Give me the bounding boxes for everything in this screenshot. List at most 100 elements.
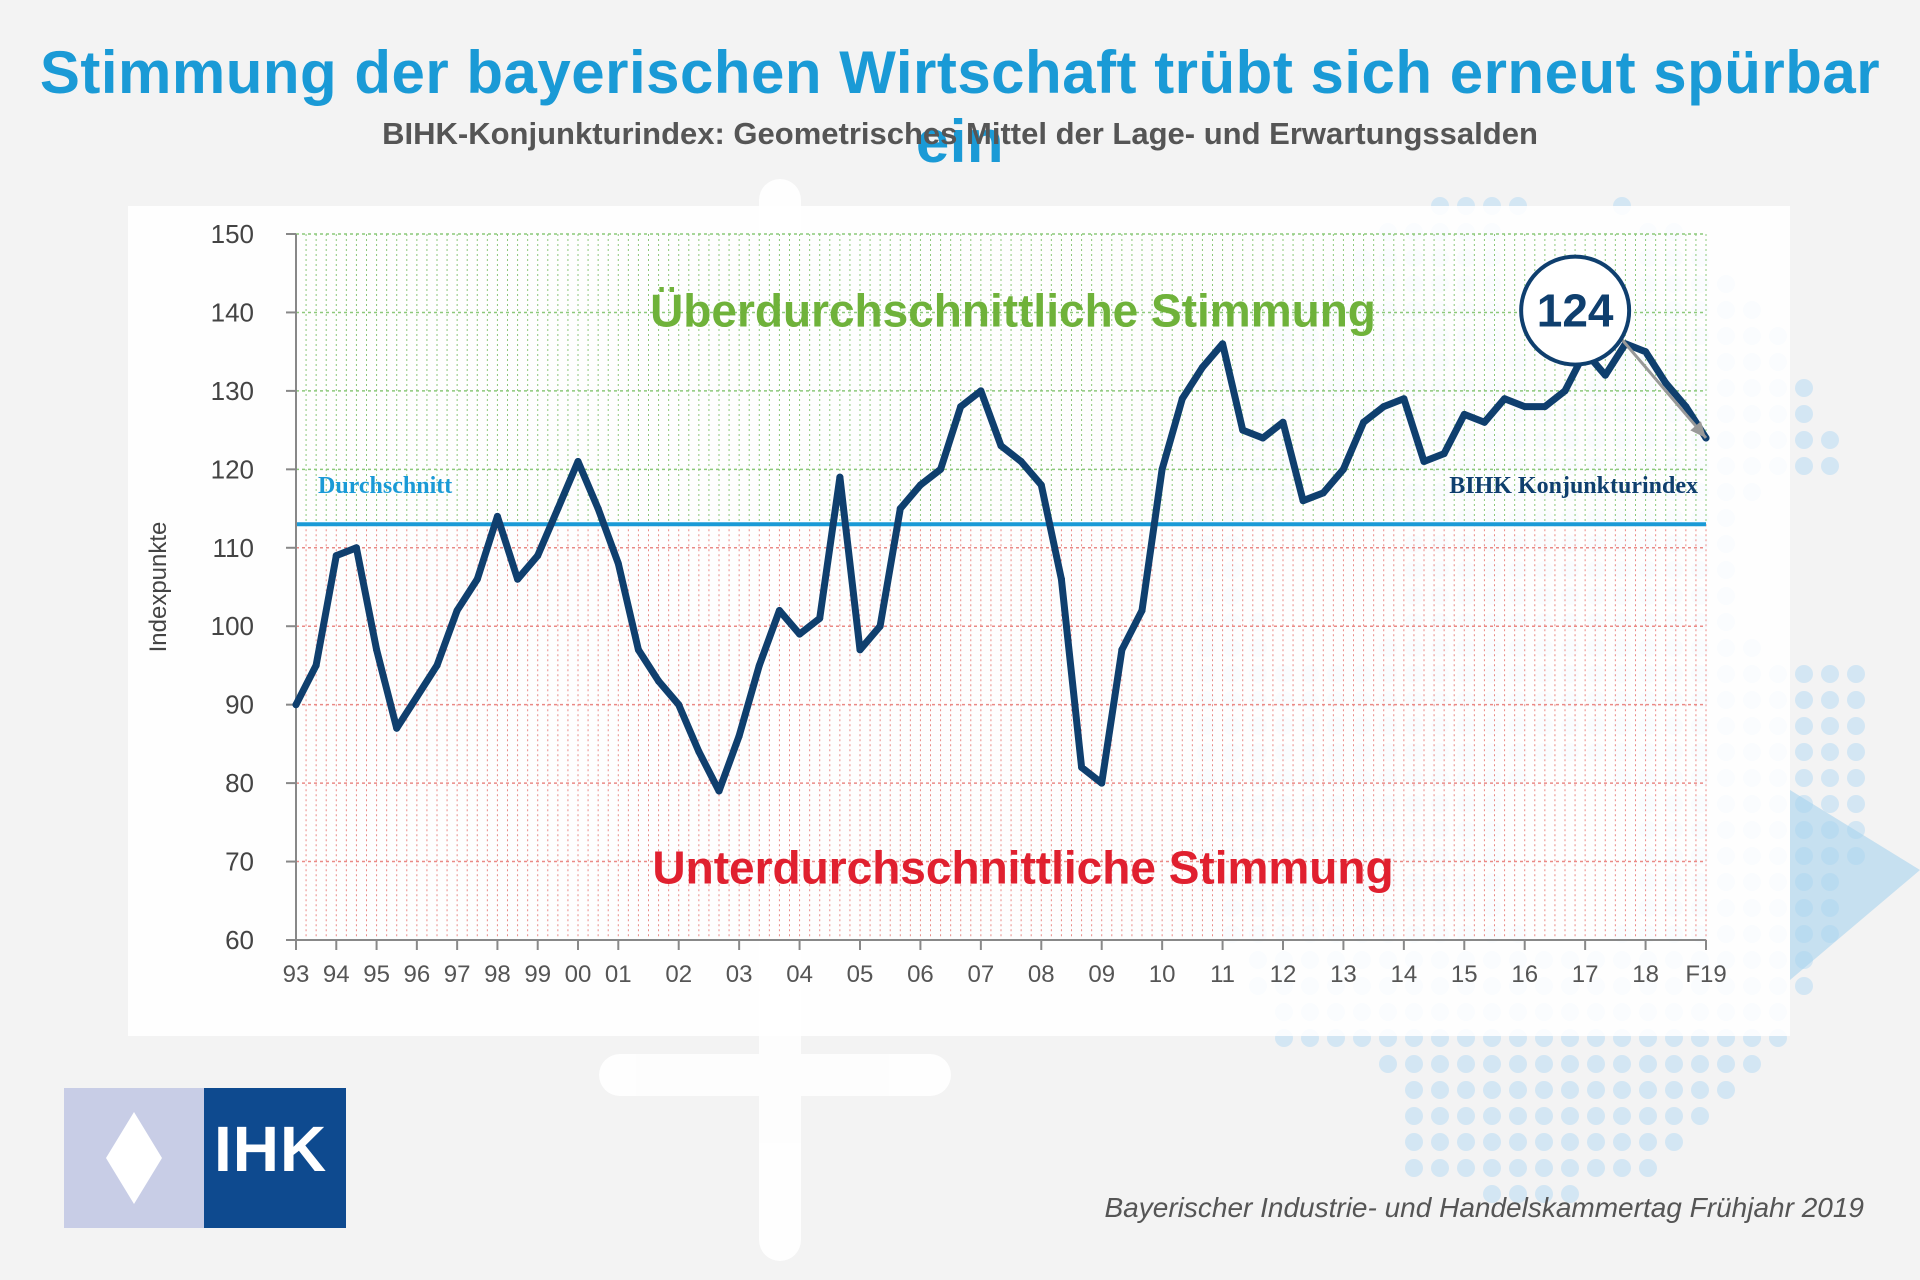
data-point (634, 646, 642, 654)
map-dot (1613, 1107, 1631, 1125)
data-point (695, 748, 703, 756)
data-point (796, 630, 804, 638)
map-dot (1405, 1159, 1423, 1177)
data-point (735, 732, 743, 740)
data-point (816, 614, 824, 622)
map-dot (1821, 457, 1839, 475)
map-dot (1457, 1133, 1475, 1151)
map-dot (1457, 1055, 1475, 1073)
callout-arrow (1620, 337, 1708, 439)
map-dot (1509, 1107, 1527, 1125)
data-point (554, 505, 562, 513)
x-tick-label: 09 (1088, 961, 1115, 988)
map-dot (1795, 743, 1813, 761)
data-point (1420, 457, 1428, 465)
map-dot (1431, 1107, 1449, 1125)
page-title: Stimmung der bayerischen Wirtschaft trüb… (39, 39, 1881, 175)
map-dot (1665, 1055, 1683, 1073)
data-point (312, 661, 320, 669)
chart-panel: 60 70 80 90 100 110 120 130 140 150 93 94 95 96 97 98 9… (128, 206, 1790, 1036)
map-dot (1691, 1081, 1709, 1099)
map-dot (1587, 1159, 1605, 1177)
x-tick-label: 04 (786, 961, 813, 988)
callout-bubble (1519, 254, 1632, 367)
x-tick-label: 97 (444, 961, 471, 988)
map-dot (1561, 1185, 1579, 1203)
map-dot (1847, 795, 1865, 813)
x-tick-label: 03 (726, 961, 753, 988)
map-dot (1587, 1081, 1605, 1099)
map-dot (1795, 977, 1813, 995)
map-dot (1457, 1107, 1475, 1125)
data-point (1017, 457, 1025, 465)
x-tick-label: 00 (565, 961, 592, 988)
map-dot (1431, 1055, 1449, 1073)
map-dot (1821, 795, 1839, 813)
map-dot (1483, 1055, 1501, 1073)
y-tick-label: 130 (211, 376, 254, 406)
data-point (655, 677, 663, 685)
map-dot (1847, 691, 1865, 709)
data-point (413, 693, 421, 701)
data-point (1501, 395, 1509, 403)
map-dot (1639, 1159, 1657, 1177)
x-tick-label: 17 (1572, 961, 1599, 988)
data-point (594, 505, 602, 513)
data-point (1662, 379, 1670, 387)
x-tick-label: 08 (1028, 961, 1055, 988)
map-dot (1483, 1185, 1501, 1203)
map-dot (1483, 1133, 1501, 1151)
map-dot (1509, 1185, 1527, 1203)
x-tick-label: F19 (1685, 961, 1726, 988)
below-average-label: Unterdurchschnittliche Stimmung (652, 842, 1393, 894)
map-dot (1613, 1081, 1631, 1099)
map-dot (1405, 1133, 1423, 1151)
data-point (453, 607, 461, 615)
map-dot (1795, 769, 1813, 787)
map-dot (1561, 1159, 1579, 1177)
data-point (1118, 646, 1126, 654)
data-point (473, 575, 481, 583)
map-dot (1847, 743, 1865, 761)
data-point (675, 701, 683, 709)
x-tick-label: 93 (283, 961, 310, 988)
logo-diamond-panel (64, 1088, 204, 1228)
map-dot (1483, 1107, 1501, 1125)
map-dot (1535, 1081, 1553, 1099)
x-tick-label: 94 (323, 961, 350, 988)
series-label: BIHK Konjunkturindex (1449, 473, 1698, 499)
map-dot (1431, 1133, 1449, 1151)
x-tick-label: 13 (1330, 961, 1357, 988)
data-point (1259, 434, 1267, 442)
map-dot (1509, 1081, 1527, 1099)
data-point (433, 661, 441, 669)
map-dot (1639, 1055, 1657, 1073)
map-dot (1561, 1055, 1579, 1073)
map-dot (1379, 1055, 1397, 1073)
data-point (1400, 395, 1408, 403)
data-point (1057, 575, 1065, 583)
data-point (1360, 418, 1368, 426)
map-dot (1717, 1055, 1735, 1073)
x-tick-label: 12 (1270, 961, 1297, 988)
x-tick-label: 10 (1149, 961, 1176, 988)
y-tick-label: 100 (211, 611, 254, 641)
map-dot (1613, 1159, 1631, 1177)
data-point (1541, 403, 1549, 411)
data-point (1037, 481, 1045, 489)
x-tick-label: 98 (484, 961, 511, 988)
data-point (755, 661, 763, 669)
x-tick-labels: 93 94 95 96 97 98 99 00 01 02 03 04 05 06 07 08 09 10 11 12… (283, 961, 1727, 988)
map-dot (1821, 769, 1839, 787)
map-dot (1795, 405, 1813, 423)
callout-value: 124 (1537, 285, 1614, 337)
map-dot (1821, 717, 1839, 735)
data-point (1521, 403, 1529, 411)
map-dot (1691, 1107, 1709, 1125)
map-dot (1691, 1055, 1709, 1073)
map-dot (1535, 1133, 1553, 1151)
average-label: Durchschnitt (318, 473, 452, 499)
map-dot (1821, 431, 1839, 449)
map-dot (1639, 1133, 1657, 1151)
